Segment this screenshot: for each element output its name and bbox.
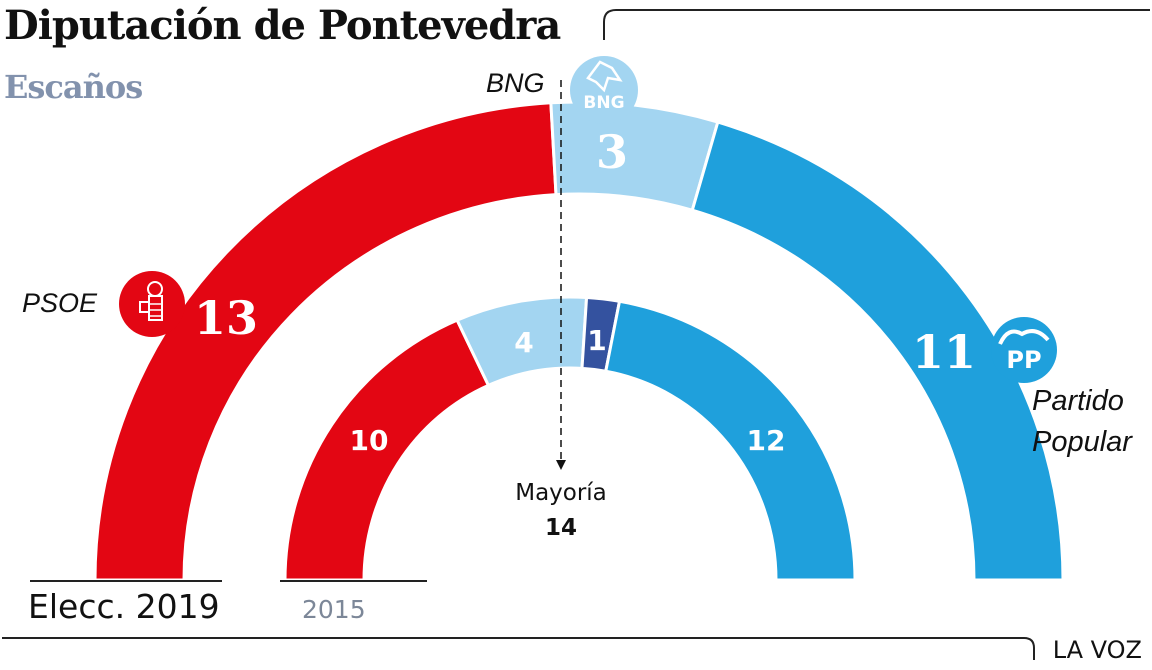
arc-segment-partido-popular bbox=[604, 299, 857, 582]
seat-label-other: 1 bbox=[587, 324, 606, 357]
pp-logo-text: PP bbox=[1006, 346, 1041, 374]
seat-label-partido-popular: 11 bbox=[912, 325, 976, 379]
arc-2019: 13 3 11 bbox=[93, 100, 1065, 582]
pp-label-line1: Partido bbox=[1032, 385, 1124, 417]
brand-la-voz: LA VOZ bbox=[1052, 636, 1142, 664]
majority-label: Mayoría bbox=[515, 480, 607, 506]
pp-logo-icon: PP bbox=[991, 317, 1057, 383]
seat-label-bng: 3 bbox=[596, 125, 628, 179]
pp-label-line2: Popular bbox=[1032, 426, 1133, 458]
arc-segment-partido-popular bbox=[690, 120, 1065, 582]
label-2019: Elecc. 2019 bbox=[28, 587, 220, 626]
majority-value: 14 bbox=[545, 515, 577, 541]
label-2015: 2015 bbox=[302, 595, 366, 624]
majority-arrow-icon bbox=[556, 460, 566, 470]
bng-label: BNG bbox=[486, 68, 545, 98]
psoe-logo-icon bbox=[119, 271, 185, 337]
seat-label-partido-popular: 12 bbox=[747, 424, 786, 457]
page-subtitle: Escaños bbox=[4, 68, 143, 106]
seat-label-psoe: 10 bbox=[350, 424, 389, 457]
frame-bottom-line bbox=[2, 637, 1035, 660]
psoe-label: PSOE bbox=[22, 288, 98, 318]
arc-segment-bng bbox=[549, 100, 720, 213]
page-title: Diputación de Pontevedra bbox=[4, 2, 561, 49]
bng-logo-text: BNG bbox=[583, 93, 624, 113]
frame-top-line bbox=[603, 9, 1150, 40]
bng-logo-icon: BNG bbox=[570, 56, 638, 124]
seat-label-bng: 4 bbox=[514, 326, 533, 359]
seat-label-psoe: 13 bbox=[194, 291, 258, 345]
arc-2015: 10 4 1 12 bbox=[283, 295, 857, 582]
